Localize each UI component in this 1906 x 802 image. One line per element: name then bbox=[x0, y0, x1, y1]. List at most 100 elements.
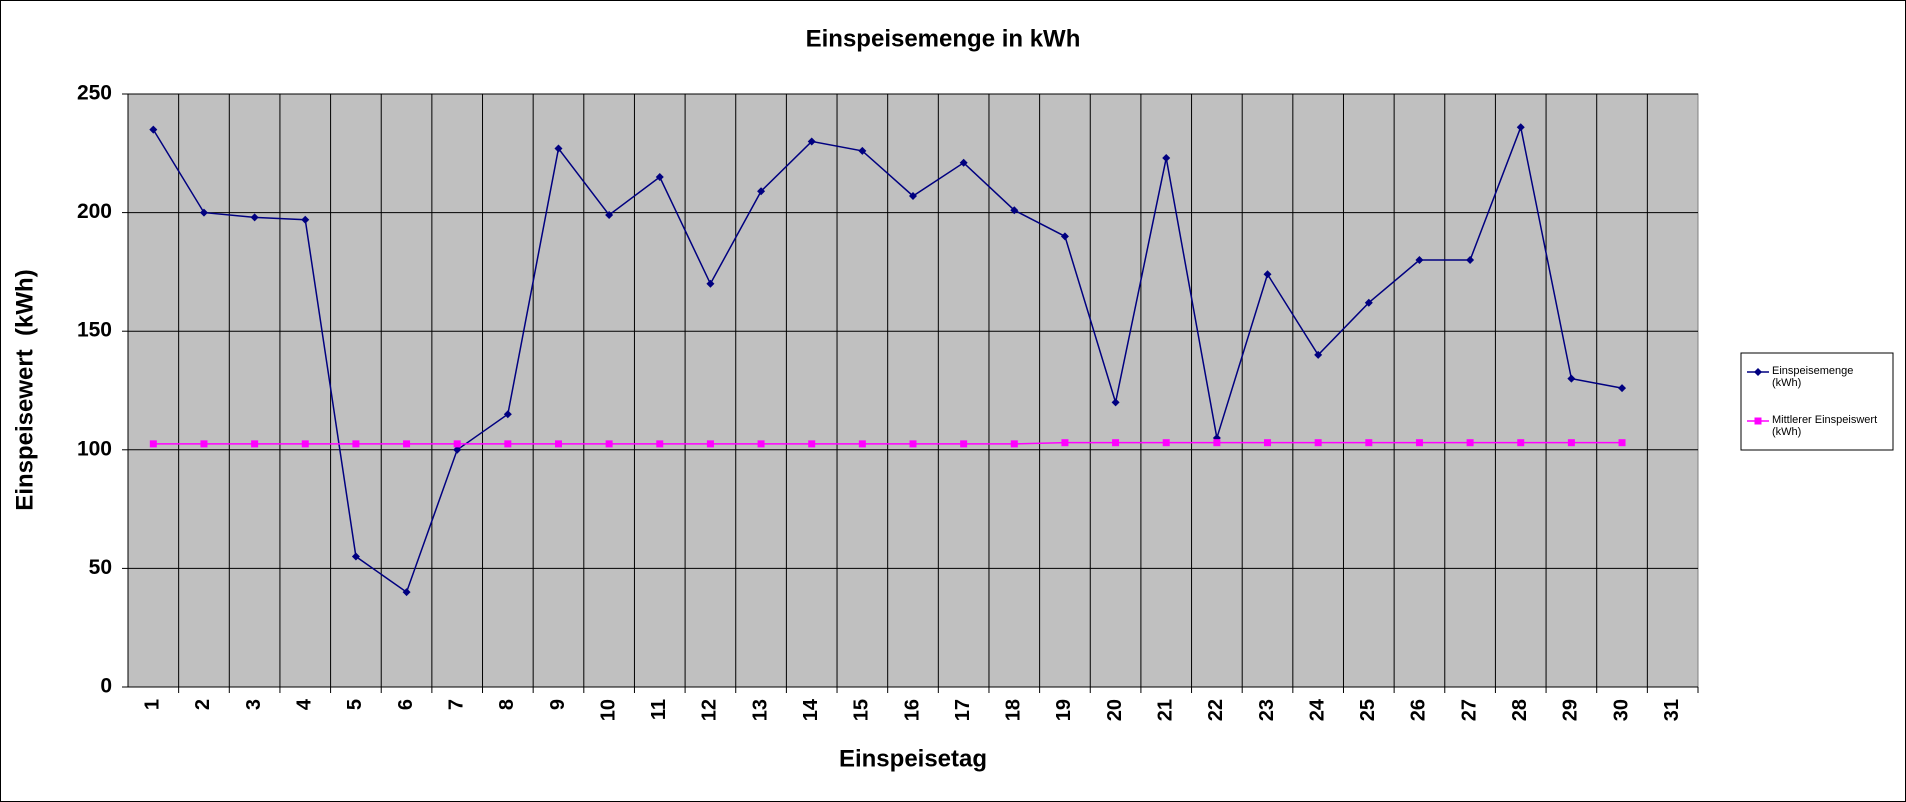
plot-area bbox=[127, 93, 1699, 688]
y-tick-label: 200 bbox=[77, 200, 112, 223]
x-tick-label: 1 bbox=[142, 699, 164, 710]
data-point bbox=[301, 215, 310, 224]
x-tick-label: 13 bbox=[749, 699, 771, 721]
data-point bbox=[1162, 439, 1170, 447]
data-point bbox=[1010, 206, 1019, 215]
data-point bbox=[1010, 440, 1018, 448]
data-point bbox=[200, 440, 208, 448]
data-point bbox=[1111, 398, 1120, 407]
x-axis-label: Einspeisetag bbox=[839, 745, 987, 772]
data-point bbox=[605, 210, 614, 219]
x-tick-label: 15 bbox=[851, 699, 873, 721]
data-point bbox=[706, 279, 715, 288]
data-point bbox=[503, 410, 512, 419]
data-point bbox=[1466, 256, 1475, 265]
data-point bbox=[909, 191, 917, 200]
data-point bbox=[656, 440, 664, 448]
data-point bbox=[1365, 439, 1373, 447]
data-point bbox=[149, 440, 157, 448]
x-tick-label: 5 bbox=[344, 699, 366, 710]
data-point bbox=[1060, 232, 1069, 241]
y-tick-label: 0 bbox=[100, 675, 112, 698]
data-point bbox=[351, 552, 360, 561]
x-tick-label: 22 bbox=[1205, 699, 1227, 721]
data-point bbox=[1162, 154, 1171, 163]
y-tick-label: 100 bbox=[77, 437, 112, 460]
x-tick-label: 30 bbox=[1610, 699, 1632, 721]
data-point bbox=[1264, 439, 1272, 447]
data-point bbox=[1263, 270, 1272, 279]
x-tick-label: 20 bbox=[1104, 699, 1126, 721]
x-tick-label: 19 bbox=[1053, 699, 1075, 721]
x-tick-label: 6 bbox=[395, 699, 417, 710]
data-point bbox=[909, 440, 917, 448]
x-tick-label: 28 bbox=[1509, 699, 1531, 721]
data-point bbox=[1618, 439, 1626, 447]
data-point bbox=[554, 440, 562, 448]
data-point bbox=[504, 440, 512, 448]
data-point bbox=[199, 208, 208, 217]
data-point bbox=[959, 158, 968, 167]
x-tick-label: 27 bbox=[1458, 699, 1480, 721]
data-point bbox=[301, 440, 309, 448]
x-tick-label: 25 bbox=[1357, 699, 1379, 721]
data-point bbox=[1567, 439, 1575, 447]
data-point bbox=[403, 440, 411, 448]
data-point bbox=[1314, 439, 1322, 447]
data-line bbox=[152, 124, 1623, 594]
x-tick-label: 8 bbox=[496, 699, 518, 710]
legend-label: Einspeisemenge (kWh) bbox=[1772, 365, 1854, 389]
data-point bbox=[858, 440, 866, 448]
x-tick-label: 31 bbox=[1661, 699, 1683, 721]
data-point bbox=[251, 440, 259, 448]
x-tick-label: 3 bbox=[243, 699, 265, 710]
x-tick-label: 12 bbox=[699, 699, 721, 721]
data-point bbox=[807, 137, 816, 146]
x-tick-label: 14 bbox=[800, 698, 822, 721]
x-tick-label: 17 bbox=[952, 699, 974, 721]
data-point bbox=[655, 173, 664, 182]
data-point bbox=[1618, 384, 1627, 393]
data-point bbox=[1314, 350, 1323, 359]
legend-box bbox=[1740, 352, 1894, 451]
legend-entry: Einspeisemenge (kWh) bbox=[1772, 365, 1854, 389]
x-tick-label: 29 bbox=[1560, 699, 1582, 721]
data-line bbox=[153, 441, 1623, 445]
legend-label: Mittlerer Einspeiswert (kWh) bbox=[1772, 414, 1878, 438]
x-tick-label: 11 bbox=[648, 699, 670, 720]
legend-marker bbox=[1754, 368, 1762, 376]
data-point bbox=[149, 125, 158, 134]
x-tick-label: 16 bbox=[901, 699, 923, 721]
data-point bbox=[757, 440, 765, 448]
data-point bbox=[453, 445, 462, 454]
data-point bbox=[960, 440, 968, 448]
data-point bbox=[1415, 439, 1423, 447]
data-point bbox=[1516, 123, 1525, 132]
x-tick-label: 26 bbox=[1408, 699, 1430, 721]
data-point bbox=[757, 187, 766, 196]
x-tick-label: 18 bbox=[1003, 699, 1025, 721]
y-tick-label: 250 bbox=[77, 82, 112, 105]
data-point bbox=[1061, 439, 1069, 447]
legend-marker bbox=[1754, 417, 1762, 425]
data-point bbox=[605, 440, 613, 448]
x-tick-label: 2 bbox=[192, 699, 214, 710]
x-tick-label: 7 bbox=[445, 699, 467, 710]
y-tick-label: 150 bbox=[77, 319, 112, 342]
x-tick-label: 4 bbox=[294, 698, 316, 710]
data-point bbox=[352, 440, 360, 448]
data-point bbox=[1213, 439, 1221, 447]
data-point bbox=[858, 146, 867, 155]
data-point bbox=[706, 440, 714, 448]
data-point bbox=[1466, 439, 1474, 447]
data-point bbox=[554, 144, 563, 153]
data-point bbox=[1517, 439, 1525, 447]
y-tick-label: 50 bbox=[89, 556, 112, 579]
x-tick-label: 24 bbox=[1306, 698, 1328, 721]
x-tick-label: 21 bbox=[1155, 699, 1177, 721]
data-point bbox=[1364, 298, 1373, 307]
data-point bbox=[453, 440, 461, 448]
x-tick-label: 9 bbox=[547, 699, 569, 710]
data-point bbox=[402, 588, 411, 597]
x-tick-label: 10 bbox=[597, 699, 619, 721]
